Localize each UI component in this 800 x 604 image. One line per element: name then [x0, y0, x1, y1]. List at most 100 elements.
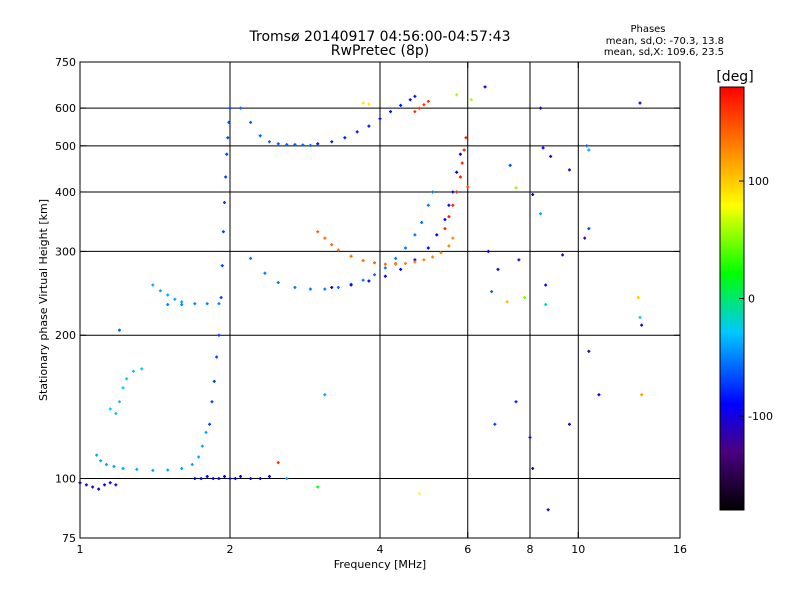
trace-point	[293, 285, 297, 289]
trace-point	[383, 266, 387, 270]
x-tick-label: 10	[571, 543, 585, 556]
scatter-point	[490, 290, 494, 294]
trace-point	[91, 485, 95, 489]
trace-point	[210, 400, 214, 404]
trace-point	[140, 367, 144, 371]
trace-point	[135, 467, 139, 471]
trace-point	[193, 477, 197, 481]
trace-point	[408, 98, 412, 102]
x-tick-label: 16	[673, 543, 687, 556]
trace-point	[205, 302, 209, 306]
scatter-point	[455, 93, 459, 97]
trace-point	[212, 379, 216, 383]
scatter-point	[531, 466, 535, 470]
colorbar-tick-label: 0	[748, 293, 755, 306]
trace-point	[217, 333, 221, 337]
trace-point	[166, 293, 170, 297]
scatter-point	[531, 193, 535, 197]
trace-point	[394, 262, 398, 266]
trace-point	[258, 477, 262, 481]
trace-point	[399, 267, 403, 271]
x-axis-label: Frequency [MHz]	[334, 558, 426, 571]
trace-point	[217, 477, 221, 481]
trace-point	[336, 248, 340, 252]
trace-point	[249, 120, 253, 124]
trace-point	[413, 110, 417, 114]
trace-point	[361, 278, 365, 282]
y-tick-label: 200	[55, 329, 76, 342]
trace-point	[228, 106, 232, 110]
trace-point	[323, 236, 327, 240]
y-tick-label: 600	[55, 102, 76, 115]
trace-point	[443, 227, 447, 231]
trace-point	[455, 190, 459, 194]
trace-point	[117, 400, 121, 404]
scatter-point	[466, 185, 470, 189]
scatter-point	[597, 393, 601, 397]
trace-point	[399, 103, 403, 107]
scatter-point	[323, 393, 327, 397]
scatter-point	[316, 485, 320, 489]
scatter-point	[567, 168, 571, 172]
trace-point	[224, 175, 228, 179]
x-tick-label: 8	[527, 543, 534, 556]
trace-point	[378, 117, 382, 121]
trace-point	[389, 110, 393, 114]
trace-point	[330, 243, 334, 247]
trace-point	[180, 303, 184, 307]
trace-point	[367, 124, 371, 128]
trace-point	[223, 201, 227, 205]
trace-point	[193, 302, 197, 306]
y-tick-label: 500	[55, 140, 76, 153]
trace-point	[97, 487, 101, 491]
trace-point	[151, 468, 155, 472]
scatter-point	[561, 253, 565, 257]
trace-point	[267, 474, 271, 478]
scatter-point	[638, 315, 642, 319]
trace-point	[308, 287, 312, 291]
trace-point	[316, 142, 320, 146]
trace-point	[403, 261, 407, 265]
x-tick-label: 6	[464, 543, 471, 556]
scatter-point	[546, 508, 550, 512]
trace-point	[447, 215, 451, 219]
trace-point	[249, 256, 253, 260]
trace-point	[219, 296, 223, 300]
trace-point	[451, 190, 455, 194]
scatter-point	[585, 144, 589, 148]
trace-point	[422, 258, 426, 262]
phase-stats-x: mean, sd,X: 109.6, 23.5	[604, 47, 724, 58]
trace-point	[215, 355, 219, 359]
trace-point	[330, 285, 334, 289]
scatter-point	[514, 186, 518, 190]
trace-point	[228, 477, 232, 481]
trace-point	[211, 477, 215, 481]
trace-point	[151, 283, 155, 287]
trace-point	[84, 483, 88, 487]
scatter-point	[508, 163, 512, 167]
trace-point	[200, 444, 204, 448]
grid-lines	[80, 62, 680, 538]
trace-point	[451, 203, 455, 207]
trace-point	[383, 262, 387, 266]
trace-point	[383, 274, 387, 278]
trace-point	[451, 236, 455, 240]
trace-point	[108, 481, 112, 485]
plot-points	[78, 85, 644, 512]
trace-point	[431, 255, 435, 259]
scatter-point	[640, 323, 644, 327]
trace-point	[180, 466, 184, 470]
scatter-point	[505, 300, 509, 304]
colorbar-tick-label: 100	[748, 175, 769, 188]
scatter-point	[539, 106, 543, 110]
trace-point	[223, 474, 227, 478]
trace-point	[426, 99, 430, 103]
trace-point	[197, 455, 201, 459]
phases-heading: Phases	[630, 24, 665, 35]
trace-point	[355, 130, 359, 134]
scatter-point	[587, 349, 591, 353]
x-tick-label: 1	[77, 543, 84, 556]
y-tick-label: 750	[55, 56, 76, 69]
